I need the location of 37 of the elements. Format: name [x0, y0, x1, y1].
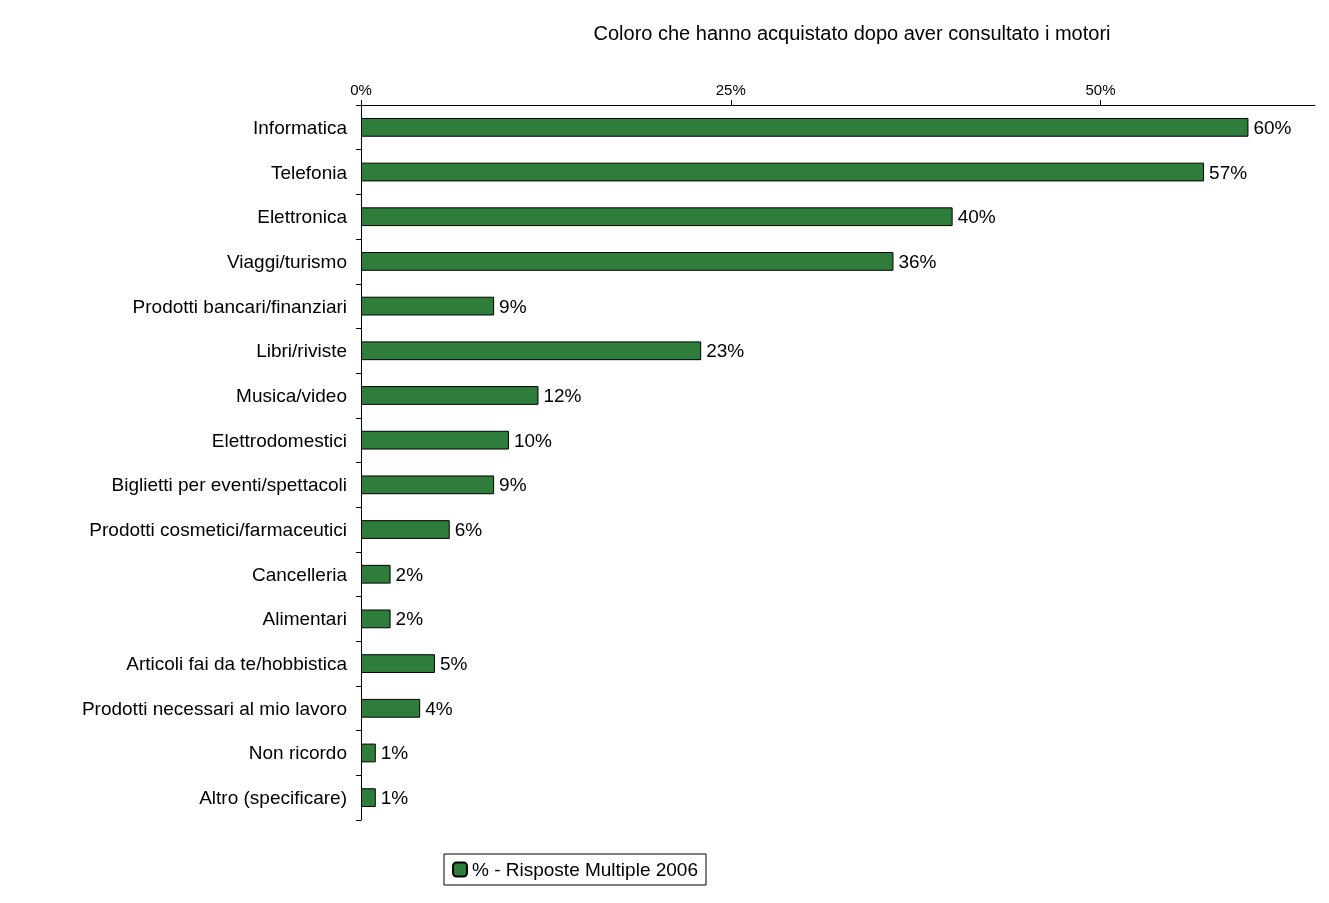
data-label: 1%	[380, 787, 409, 809]
data-label: 57%	[1209, 161, 1248, 183]
y-tick-label: Elettrodomestici	[211, 429, 347, 451]
y-tick-label: Non ricordo	[248, 742, 347, 764]
y-tick-label: Biglietti per eventi/spettacoli	[111, 474, 347, 496]
y-tick-label: Alimentari	[262, 608, 347, 630]
y-tick-label: Prodotti necessari al mio lavoro	[81, 697, 347, 719]
data-label: 23%	[706, 340, 745, 362]
y-tick-label: Articoli fai da te/hobbistica	[126, 653, 348, 675]
x-tick-label: 0%	[350, 81, 372, 98]
data-label: 5%	[439, 653, 468, 675]
y-tick-label: Musica/video	[236, 384, 347, 406]
data-label: 36%	[898, 250, 937, 272]
data-label: 9%	[499, 295, 527, 317]
data-label: 4%	[425, 697, 453, 719]
legend-label: % - Risposte Multiple 2006	[472, 859, 698, 880]
x-tick-label: 50%	[1085, 81, 1116, 98]
data-label: 6%	[454, 519, 483, 541]
data-label: 12%	[543, 384, 582, 406]
y-tick-label: Prodotti cosmetici/farmaceutici	[89, 519, 347, 541]
data-label: 2%	[395, 608, 424, 630]
data-label: 10%	[513, 429, 553, 451]
y-tick-label: Altro (specificare)	[199, 787, 347, 809]
x-tick-label: 25%	[715, 81, 746, 98]
data-label: 60%	[1253, 116, 1292, 138]
y-tick-label: Telefonia	[270, 161, 348, 183]
y-tick-label: Elettronica	[257, 206, 348, 228]
data-label: 2%	[395, 563, 424, 585]
chart-title: Coloro che hanno acquistato dopo aver consultato i motori	[593, 22, 1111, 44]
y-tick-label: Cancelleria	[251, 563, 348, 585]
y-tick-label: Libri/riviste	[256, 340, 347, 362]
data-label: 1%	[380, 742, 409, 764]
y-tick-label: Informatica	[253, 116, 348, 138]
y-tick-label: Viaggi/turismo	[226, 250, 347, 272]
y-tick-label: Prodotti bancari/finanziari	[132, 295, 347, 317]
data-label: 9%	[499, 474, 527, 496]
data-label: 40%	[957, 206, 996, 228]
